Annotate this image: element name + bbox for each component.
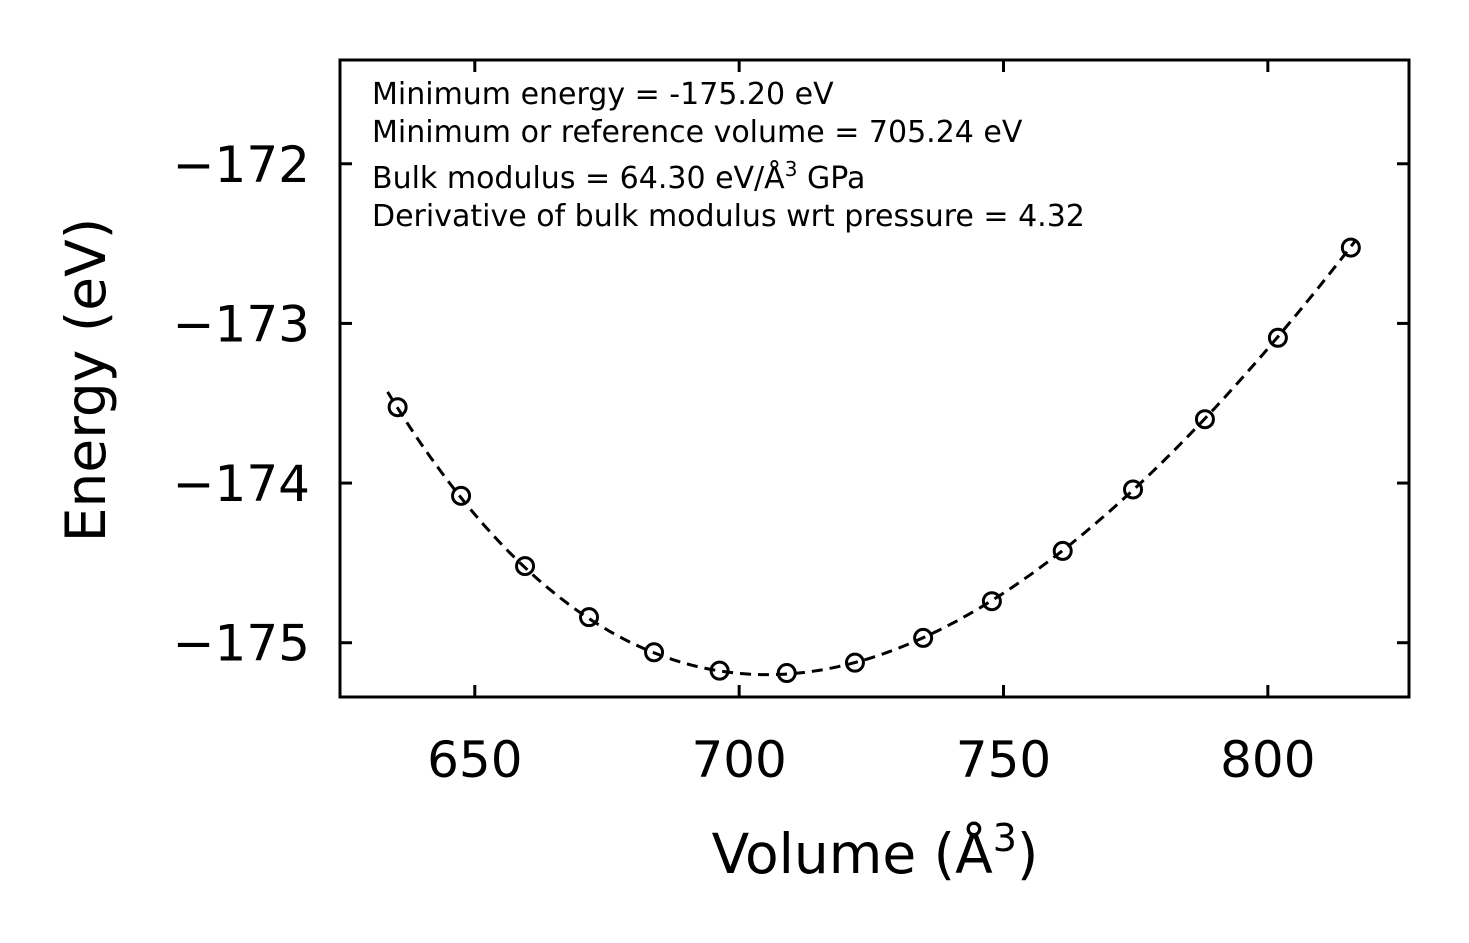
data-point <box>387 397 408 418</box>
y-axis-label: Energy (eV) <box>54 218 118 542</box>
y-tick-label: −174 <box>173 455 310 513</box>
data-point <box>1123 479 1144 500</box>
y-tick-label: −173 <box>173 295 310 353</box>
x-tick-label: 750 <box>956 731 1051 789</box>
data-point <box>844 652 865 673</box>
plot-frame <box>338 58 1411 699</box>
x-axis-label: Volume (Å3) <box>712 816 1039 886</box>
data-point <box>1052 540 1073 561</box>
fit-curve <box>386 240 1357 677</box>
annotation-bulk-modulus-sup: 3 <box>785 157 798 181</box>
data-point <box>981 591 1002 612</box>
data-point <box>709 660 730 681</box>
data-point <box>913 627 934 648</box>
x-tick-label: 700 <box>691 731 786 789</box>
x-axis-label-text: Volume (Å <box>712 821 993 886</box>
data-point <box>515 556 536 577</box>
annotation-min-energy: Minimum energy = -175.20 eV <box>372 77 834 112</box>
annotation-bulk-derivative: Derivative of bulk modulus wrt pressure … <box>372 199 1085 234</box>
data-point <box>451 485 472 506</box>
data-point <box>644 642 665 663</box>
x-tick-label: 800 <box>1220 731 1315 789</box>
data-point <box>776 663 797 684</box>
data-point <box>1340 237 1361 258</box>
annotation-ref-volume: Minimum or reference volume = 705.24 eV <box>372 115 1023 150</box>
x-tick-label: 650 <box>427 731 522 789</box>
annotation-bulk-modulus-text: Bulk modulus = 64.30 eV/Å <box>372 160 785 196</box>
data-point <box>1267 327 1288 348</box>
y-tick-label: −175 <box>173 615 310 673</box>
x-axis-label-end: ) <box>1017 822 1038 886</box>
x-axis-label-sup: 3 <box>993 816 1017 860</box>
data-point <box>1194 409 1215 430</box>
data-point <box>579 607 600 628</box>
annotation-bulk-modulus: Bulk modulus = 64.30 eV/Å3 GPa <box>372 157 865 196</box>
y-tick-label: −172 <box>173 136 310 194</box>
annotation-bulk-modulus-unit: GPa <box>797 161 865 196</box>
